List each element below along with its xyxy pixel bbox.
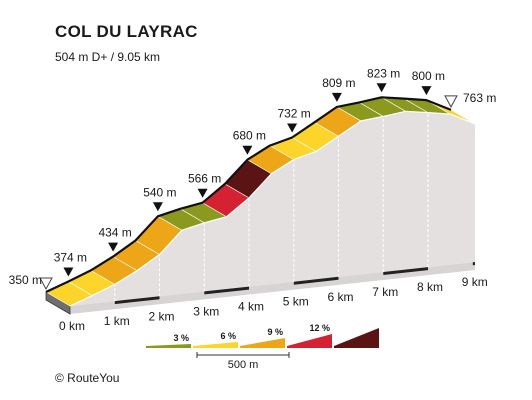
- km-tick-label: 6 km: [328, 290, 354, 304]
- legend-label: 3 %: [173, 333, 189, 343]
- profile-front-edge: [69, 110, 476, 307]
- altitude-label: 732 m: [277, 106, 310, 120]
- altitude-label: 823 m: [367, 66, 400, 80]
- km-tick-label: 3 km: [193, 304, 219, 318]
- end-marker: [444, 95, 458, 108]
- altitude-marker: [331, 92, 342, 102]
- legend-scale-label: 500 m: [228, 359, 259, 371]
- altitude-label: 680 m: [233, 129, 266, 143]
- km-stripe: [293, 276, 339, 285]
- altitude-label: 350 m: [9, 273, 42, 287]
- profile-back-edge: [45, 96, 452, 293]
- legend-label: 6 %: [220, 331, 236, 341]
- altitude-marker: [376, 83, 387, 93]
- altitude-marker: [421, 86, 432, 96]
- altitude-label: 566 m: [188, 172, 221, 186]
- altitude-label: 374 m: [54, 251, 87, 265]
- km-tick-label: 4 km: [238, 300, 264, 314]
- chart-subtitle: 504 m D+ / 9.05 km: [55, 50, 161, 64]
- altitude-label: 540 m: [143, 185, 176, 199]
- km-tick-label: 8 km: [417, 280, 443, 294]
- altitude-marker: [242, 145, 253, 155]
- km-tick-label: 2 km: [148, 309, 174, 323]
- profile-side-face: [70, 111, 475, 306]
- km-stripe: [472, 262, 475, 266]
- km-tick-label: 5 km: [283, 295, 309, 309]
- start-marker: [39, 277, 53, 291]
- altitude-marker: [197, 188, 208, 198]
- km-tick-label: 9 km: [462, 275, 488, 289]
- altitude-label: 809 m: [322, 76, 355, 90]
- altitude-label: 800 m: [412, 69, 445, 83]
- altitude-marker: [152, 202, 163, 212]
- legend-label: 9 %: [267, 327, 283, 337]
- chart-title: COL DU LAYRAC: [55, 22, 198, 41]
- profile-base-strip: [70, 262, 475, 314]
- routeyou-credit: © RouteYou: [55, 371, 120, 385]
- km-stripe: [204, 286, 249, 295]
- altitude-label: 763 m: [463, 91, 496, 105]
- altitude-label: 434 m: [98, 226, 131, 240]
- legend-swatch: [146, 344, 191, 348]
- km-stripe: [383, 267, 428, 275]
- legend-swatch: [287, 334, 332, 348]
- legend-swatch: [193, 342, 238, 348]
- legend-swatch: [240, 338, 285, 348]
- km-tick-label: 0 km: [59, 319, 85, 333]
- altitude-marker: [108, 242, 119, 252]
- legend-swatch: [334, 328, 379, 348]
- altitude-marker: [63, 267, 74, 277]
- km-tick-label: 1 km: [104, 314, 130, 328]
- altitude-marker: [287, 123, 298, 133]
- km-stripe: [114, 296, 160, 305]
- km-tick-label: 7 km: [372, 285, 398, 299]
- legend-label: 12 %: [309, 323, 330, 333]
